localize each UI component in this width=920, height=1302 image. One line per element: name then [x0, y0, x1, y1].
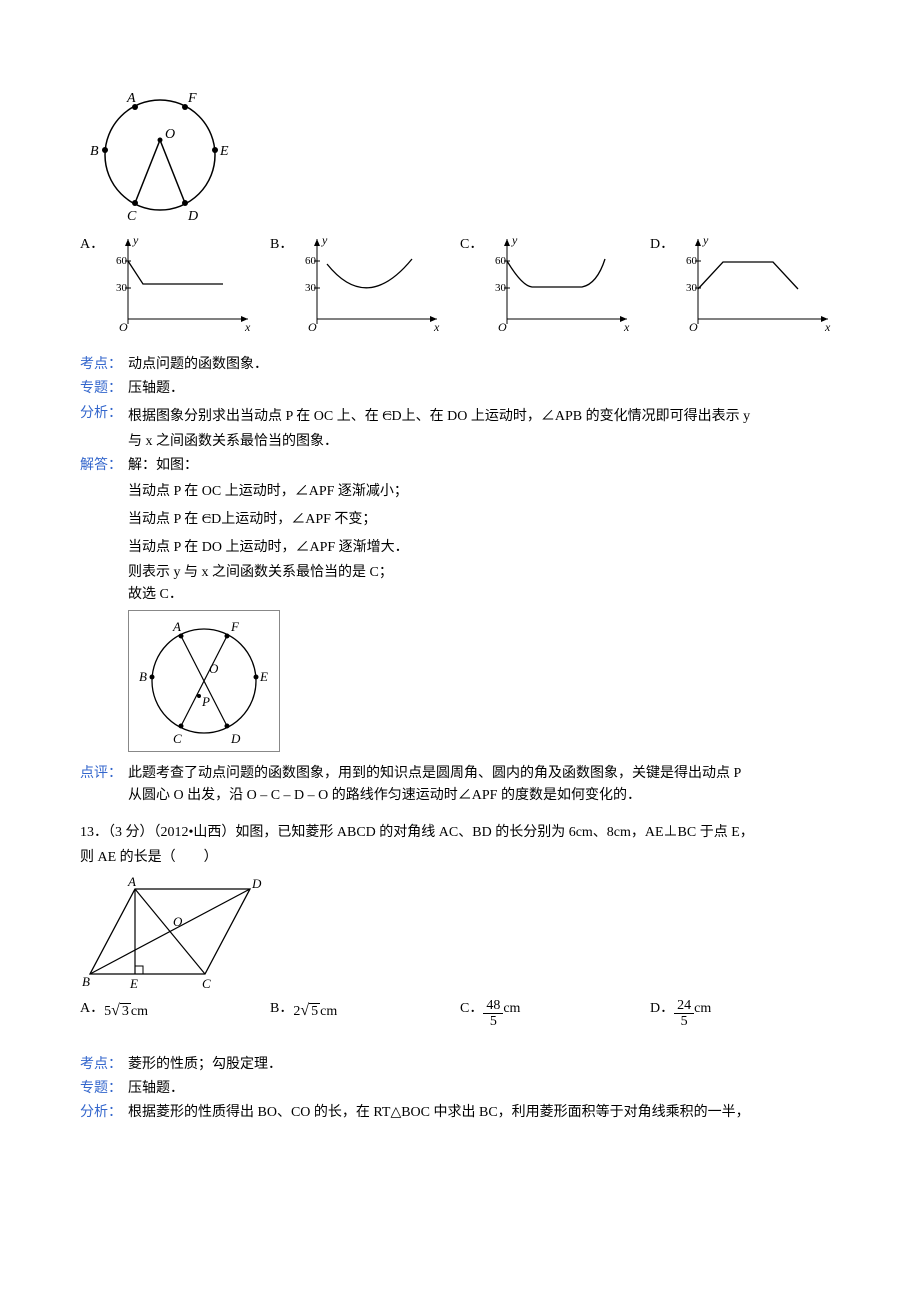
kaodian-text: 动点问题的函数图象．	[128, 354, 840, 376]
zhuanti-row-1: 专题： 压轴题．	[80, 378, 840, 400]
circle-figure-1: A F B E C D O	[80, 80, 840, 230]
fenxi-row-2: 分析： 根据菱形的性质得出 BO、CO 的长，在 RT△BOC 中求出 BC，利…	[80, 1102, 840, 1124]
svg-text:F: F	[230, 619, 240, 634]
option-D-label: D．	[650, 234, 674, 256]
label-F: F	[187, 91, 197, 106]
svg-text:O: O	[173, 914, 183, 929]
option-C: C． 60 30 O x y	[460, 234, 650, 334]
svg-text:O: O	[308, 320, 317, 334]
svg-text:y: y	[321, 234, 328, 247]
graph-C-svg: 60 30 O x y	[487, 234, 637, 334]
svg-text:D: D	[230, 731, 241, 746]
svg-text:O: O	[689, 320, 698, 334]
svg-text:B: B	[82, 974, 90, 989]
option-D: D． 60 30 O x y	[650, 234, 840, 334]
fenxi-content: 根据图象分别求出当动点 P 在 OC 上、在 ⌢CD上、在 DO 上运动时，∠A…	[128, 403, 840, 453]
q13-option-B: B． 2√5cm	[270, 998, 460, 1030]
graph-B-svg: 60 30 O x y	[297, 234, 447, 334]
graph-A-svg: 60 30 O x y	[108, 234, 258, 334]
svg-text:x: x	[433, 320, 440, 334]
svg-text:x: x	[824, 320, 831, 334]
option-C-label: C．	[460, 234, 483, 256]
label-E: E	[219, 144, 229, 159]
svg-text:E: E	[129, 976, 138, 991]
option-A-label: A．	[80, 234, 104, 256]
graph-options-row: A． 60 30 O x y B． 60 30 O x y C．	[80, 234, 840, 334]
q13-option-C: C． 485cm	[460, 998, 650, 1030]
option-B: B． 60 30 O x y	[270, 234, 460, 334]
svg-text:y: y	[511, 234, 518, 247]
svg-text:y: y	[132, 234, 139, 247]
svg-text:x: x	[623, 320, 630, 334]
dianping-label: 点评：	[80, 763, 128, 785]
label-B: B	[90, 144, 99, 159]
fenxi-row-1: 分析： 根据图象分别求出当动点 P 在 OC 上、在 ⌢CD上、在 DO 上运动…	[80, 403, 840, 453]
zhuanti-text: 压轴题．	[128, 378, 840, 400]
kaodian-row-1: 考点： 动点问题的函数图象．	[80, 354, 840, 376]
graph-D-svg: 60 30 O x y	[678, 234, 838, 334]
svg-text:y: y	[702, 234, 709, 247]
jieda-label: 解答：	[80, 455, 128, 477]
jieda-content: 解：如图： 当动点 P 在 OC 上运动时，∠APF 逐渐减小； 当动点 P 在…	[128, 455, 840, 761]
svg-text:A: A	[172, 619, 181, 634]
fenxi-label: 分析：	[80, 403, 128, 425]
svg-text:D: D	[251, 876, 262, 891]
dianping-content: 此题考查了动点问题的函数图象，用到的知识点是圆周角、圆内的角及函数图象，关键是得…	[128, 763, 840, 808]
q13-option-A: A． 5√3cm	[80, 998, 270, 1030]
label-C: C	[127, 209, 137, 224]
zhuanti-label: 专题：	[80, 378, 128, 400]
rhombus-figure: A D B C E O	[80, 874, 840, 994]
circle-figure-2: A F B E C D O P	[128, 610, 280, 752]
label-D: D	[187, 209, 198, 224]
label-O: O	[165, 127, 175, 142]
q13-stem: 13．（3 分）（2012•山西）如图，已知菱形 ABCD 的对角线 AC、BD…	[80, 820, 840, 870]
jieda-row-1: 解答： 解：如图： 当动点 P 在 OC 上运动时，∠APF 逐渐减小； 当动点…	[80, 455, 840, 761]
svg-text:O: O	[119, 320, 128, 334]
q13-options: A． 5√3cm B． 2√5cm C． 485cm D． 245cm	[80, 998, 840, 1030]
option-B-label: B．	[270, 234, 293, 256]
label-A: A	[126, 91, 136, 106]
option-A: A． 60 30 O x y	[80, 234, 270, 334]
dianping-row-1: 点评： 此题考查了动点问题的函数图象，用到的知识点是圆周角、圆内的角及函数图象，…	[80, 763, 840, 808]
kaodian-label: 考点：	[80, 354, 128, 376]
svg-text:B: B	[139, 669, 147, 684]
svg-text:C: C	[202, 976, 211, 991]
svg-text:C: C	[173, 731, 182, 746]
svg-text:A: A	[127, 874, 136, 889]
zhuanti-row-2: 专题： 压轴题．	[80, 1078, 840, 1100]
svg-text:x: x	[244, 320, 251, 334]
q13-option-D: D． 245cm	[650, 998, 840, 1030]
svg-text:E: E	[259, 669, 268, 684]
svg-text:O: O	[498, 320, 507, 334]
svg-text:P: P	[201, 694, 210, 709]
kaodian-row-2: 考点： 菱形的性质；勾股定理．	[80, 1054, 840, 1076]
